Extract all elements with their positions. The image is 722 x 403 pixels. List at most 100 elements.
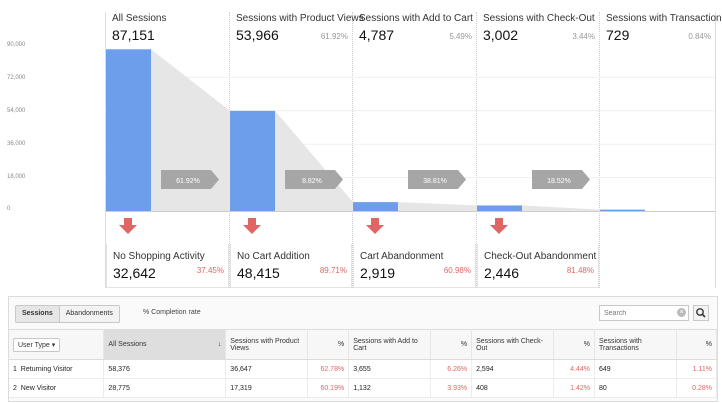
funnel-bars-svg: 61.92% 8.82% 38.81% 18.52%	[105, 49, 715, 234]
y-tick-label: 72,000	[7, 75, 26, 81]
row-user-type: New Visitor	[20, 384, 57, 392]
clear-icon[interactable]: ×	[677, 308, 686, 317]
funnel-bar[interactable]	[230, 110, 275, 211]
stage-pct: 0.84%	[688, 32, 711, 41]
conversion-rate-label: 18.52%	[547, 178, 571, 185]
table-cell: 3.93%	[430, 378, 473, 398]
funnel-bar[interactable]	[106, 49, 151, 212]
stage-header-product-views: Sessions with Product Views 53,966 61.92…	[230, 12, 364, 48]
column-header[interactable]: Sessions with Transactions	[594, 329, 677, 360]
stage-value: 53,966	[236, 27, 279, 43]
dropoff-box[interactable]: No Shopping Activity 32,642 37.45%	[106, 244, 229, 288]
column-divider	[599, 12, 600, 288]
conversion-arrow-shape	[532, 170, 590, 189]
table-cell: 6.26%	[430, 359, 473, 379]
table-cell: 28,775	[103, 378, 227, 398]
stage-header-add-to-cart: Sessions with Add to Cart 4,787 5.49%	[353, 12, 476, 48]
column-header[interactable]: All Sessions ↓	[103, 329, 227, 360]
funnel-bar[interactable]	[353, 202, 398, 211]
row-dimension-cell[interactable]: 2 New Visitor	[9, 378, 105, 398]
x-axis-baseline	[105, 211, 715, 212]
dropoff-box[interactable]: Check-Out Abandonment 2,446 81.48%	[477, 244, 599, 288]
column-header[interactable]: %	[307, 329, 350, 360]
funnel-flow-area	[398, 202, 477, 211]
table-cell: 60.19%	[307, 378, 350, 398]
row-dimension-cell[interactable]: 1 Returning Visitor	[9, 359, 105, 379]
funnel-data-table: User Type ▾ All Sessions ↓ Sessions with …	[9, 329, 718, 398]
dropoff-arrow-icon	[490, 218, 508, 234]
dropoff-box[interactable]: Cart Abandonment 2,919 60.98%	[353, 244, 476, 288]
conversion-arrow-shape	[285, 170, 343, 189]
column-header[interactable]: %	[676, 329, 718, 360]
funnel-bar[interactable]	[600, 209, 645, 211]
conversion-arrow: 38.81%	[408, 170, 466, 189]
user-type-dropdown[interactable]: User Type ▾	[13, 337, 61, 352]
dropoff-label: Check-Out Abandonment	[484, 251, 597, 262]
conversion-rate-label: 8.82%	[302, 178, 322, 185]
funnel-table-panel: Sessions Abandonments % Completion rate …	[8, 296, 718, 402]
table-cell: 2,594	[471, 359, 555, 379]
conversion-arrow: 61.92%	[161, 170, 219, 189]
stage-header-check-out: Sessions with Check-Out 3,002 3.44%	[477, 12, 599, 48]
table-cell: 58,376	[103, 359, 227, 379]
tab-sessions[interactable]: Sessions	[16, 306, 60, 322]
table-row: 2 New Visitor 28,775 17,319 60.19% 1,132…	[9, 378, 718, 398]
view-tab-group: Sessions Abandonments	[15, 305, 120, 323]
dropoff-arrow-icon	[119, 218, 137, 234]
stage-label: Sessions with Transactions	[606, 13, 722, 24]
column-header[interactable]: Sessions with Check-Out	[471, 329, 555, 360]
table-cell: 17,319	[225, 378, 309, 398]
search-button[interactable]	[693, 305, 709, 321]
stage-value: 3,002	[483, 27, 519, 43]
conversion-arrow: 18.52%	[532, 170, 590, 189]
column-header[interactable]: Sessions with Add to Cart	[348, 329, 432, 360]
tab-abandonments[interactable]: Abandonments	[65, 310, 113, 317]
dropoff-value: 32,642	[113, 265, 156, 281]
conversion-arrow-shape	[408, 170, 466, 189]
dropoff-value: 48,415	[237, 265, 280, 281]
dropoff-pct: 89.71%	[319, 266, 347, 275]
funnel-bar[interactable]	[477, 205, 522, 211]
funnel-chart: 90,000 72,000 54,000 36,000 18,000 0 All…	[7, 12, 722, 288]
table-cell: 36,647	[225, 359, 309, 379]
stage-header-all-sessions: All Sessions 87,151	[106, 12, 229, 48]
stage-header-transactions: Sessions with Transactions 729 0.84%	[600, 12, 722, 48]
column-header[interactable]: %	[553, 329, 595, 360]
conversion-arrow-shape	[161, 170, 219, 189]
column-header-label: All Sessions	[108, 341, 147, 348]
table-cell: 1,132	[348, 378, 432, 398]
column-header[interactable]: Sessions with Product Views	[225, 329, 309, 360]
stage-label: Sessions with Product Views	[236, 13, 364, 24]
sort-arrow-icon: ↓	[217, 341, 222, 348]
table-cell: 408	[471, 378, 555, 398]
table-cell: 1.42%	[553, 378, 595, 398]
y-tick-label: 18,000	[7, 174, 26, 180]
conversion-arrow: 8.82%	[285, 170, 343, 189]
table-cell: 3,655	[348, 359, 432, 379]
table-cell: 62.78%	[307, 359, 350, 379]
y-tick-label: 54,000	[7, 108, 26, 114]
table-header-row: User Type ▾ All Sessions ↓ Sessions with …	[9, 329, 718, 360]
stage-pct: 3.44%	[572, 32, 595, 41]
column-divider	[476, 12, 477, 288]
funnel-flow-area	[275, 110, 353, 211]
table-cell: 0.28%	[676, 378, 718, 398]
column-divider	[105, 12, 106, 288]
stage-value: 729	[606, 27, 630, 43]
dropoff-box[interactable]: No Cart Addition 48,415 89.71%	[230, 244, 352, 288]
stage-pct: 5.49%	[449, 32, 472, 41]
column-header[interactable]: %	[430, 329, 473, 360]
stage-value: 4,787	[359, 27, 395, 43]
dimension-header: User Type ▾	[9, 329, 105, 360]
dropoff-label: No Shopping Activity	[113, 251, 205, 262]
search-icon	[696, 308, 706, 318]
stage-pct: 61.92%	[320, 32, 348, 41]
search-input[interactable]	[599, 305, 689, 321]
table-cell: 4.44%	[553, 359, 595, 379]
row-user-type: Returning Visitor	[20, 365, 73, 373]
funnel-flow-area	[522, 205, 600, 211]
y-tick-label: 36,000	[7, 141, 26, 147]
completion-rate-toggle[interactable]: % Completion rate	[143, 309, 201, 316]
y-tick-label: 90,000	[7, 42, 26, 48]
table-cell: 80	[594, 378, 677, 398]
